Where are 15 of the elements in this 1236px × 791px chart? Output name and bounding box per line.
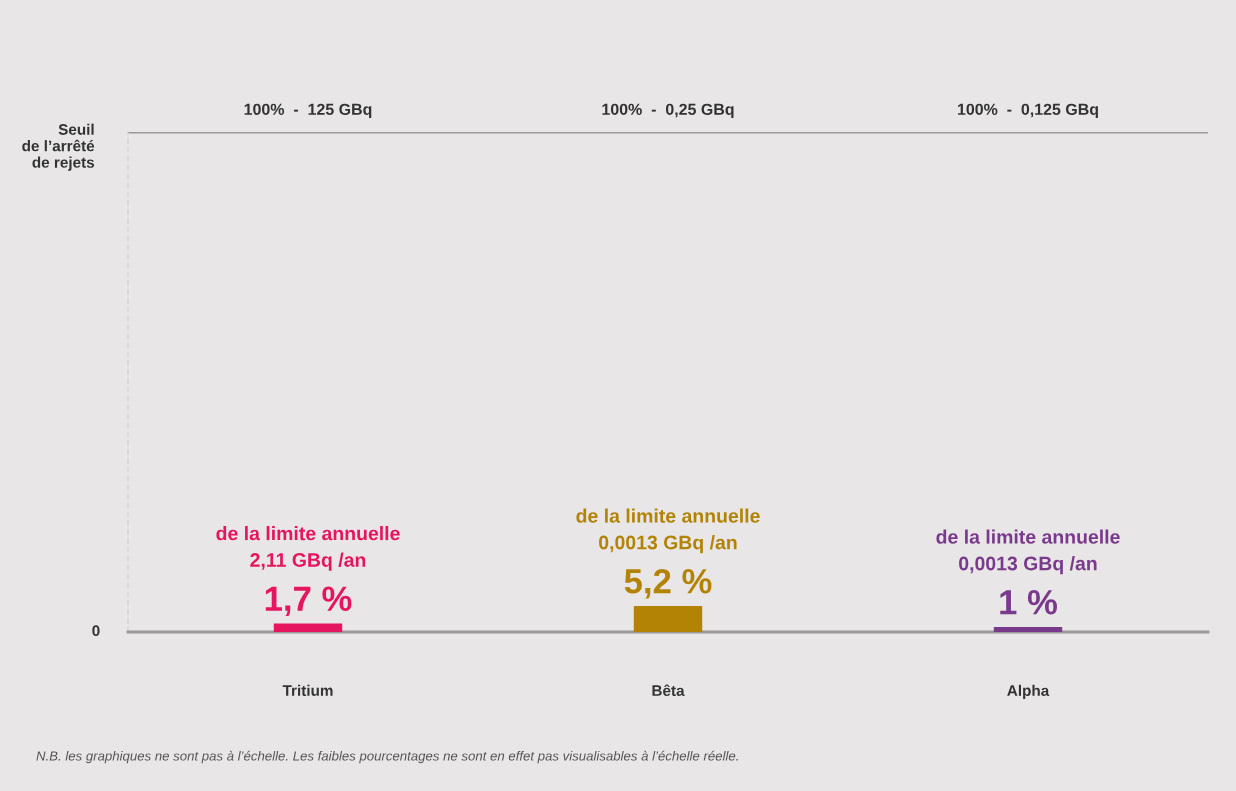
annotation: de la limite annuelle 2,11 GBq /an — [216, 526, 400, 571]
ref-line-label: Seuil de l’arrêté de rejets — [22, 123, 95, 171]
text: 100% - 125 GBq — [244, 103, 372, 119]
x-tick-label: Bêta — [652, 684, 685, 696]
data-label: 1,7 % — [265, 586, 352, 617]
text: 100% - 0,25 GBq — [602, 103, 734, 119]
data-label: 1 % — [1000, 590, 1057, 615]
text: N.B. les graphiques ne sont pas à l’échelle. Les faibles pourcentages ne sont en effet pas visualisables à l’échelle réelle. — [36, 750, 738, 764]
data-label: 5,2 % — [624, 568, 712, 599]
text: 100% - 0,125 GBq — [957, 103, 1098, 119]
text: 0 — [92, 625, 100, 637]
annotation: de la limite annuelle 0,0013 GBq /an — [936, 529, 1120, 575]
x-tick-label: Tritium — [282, 684, 333, 696]
annotation: de la limite annuelle 0,0013 GBq /an — [576, 508, 760, 554]
x-tick-label: Alpha — [1007, 684, 1050, 700]
